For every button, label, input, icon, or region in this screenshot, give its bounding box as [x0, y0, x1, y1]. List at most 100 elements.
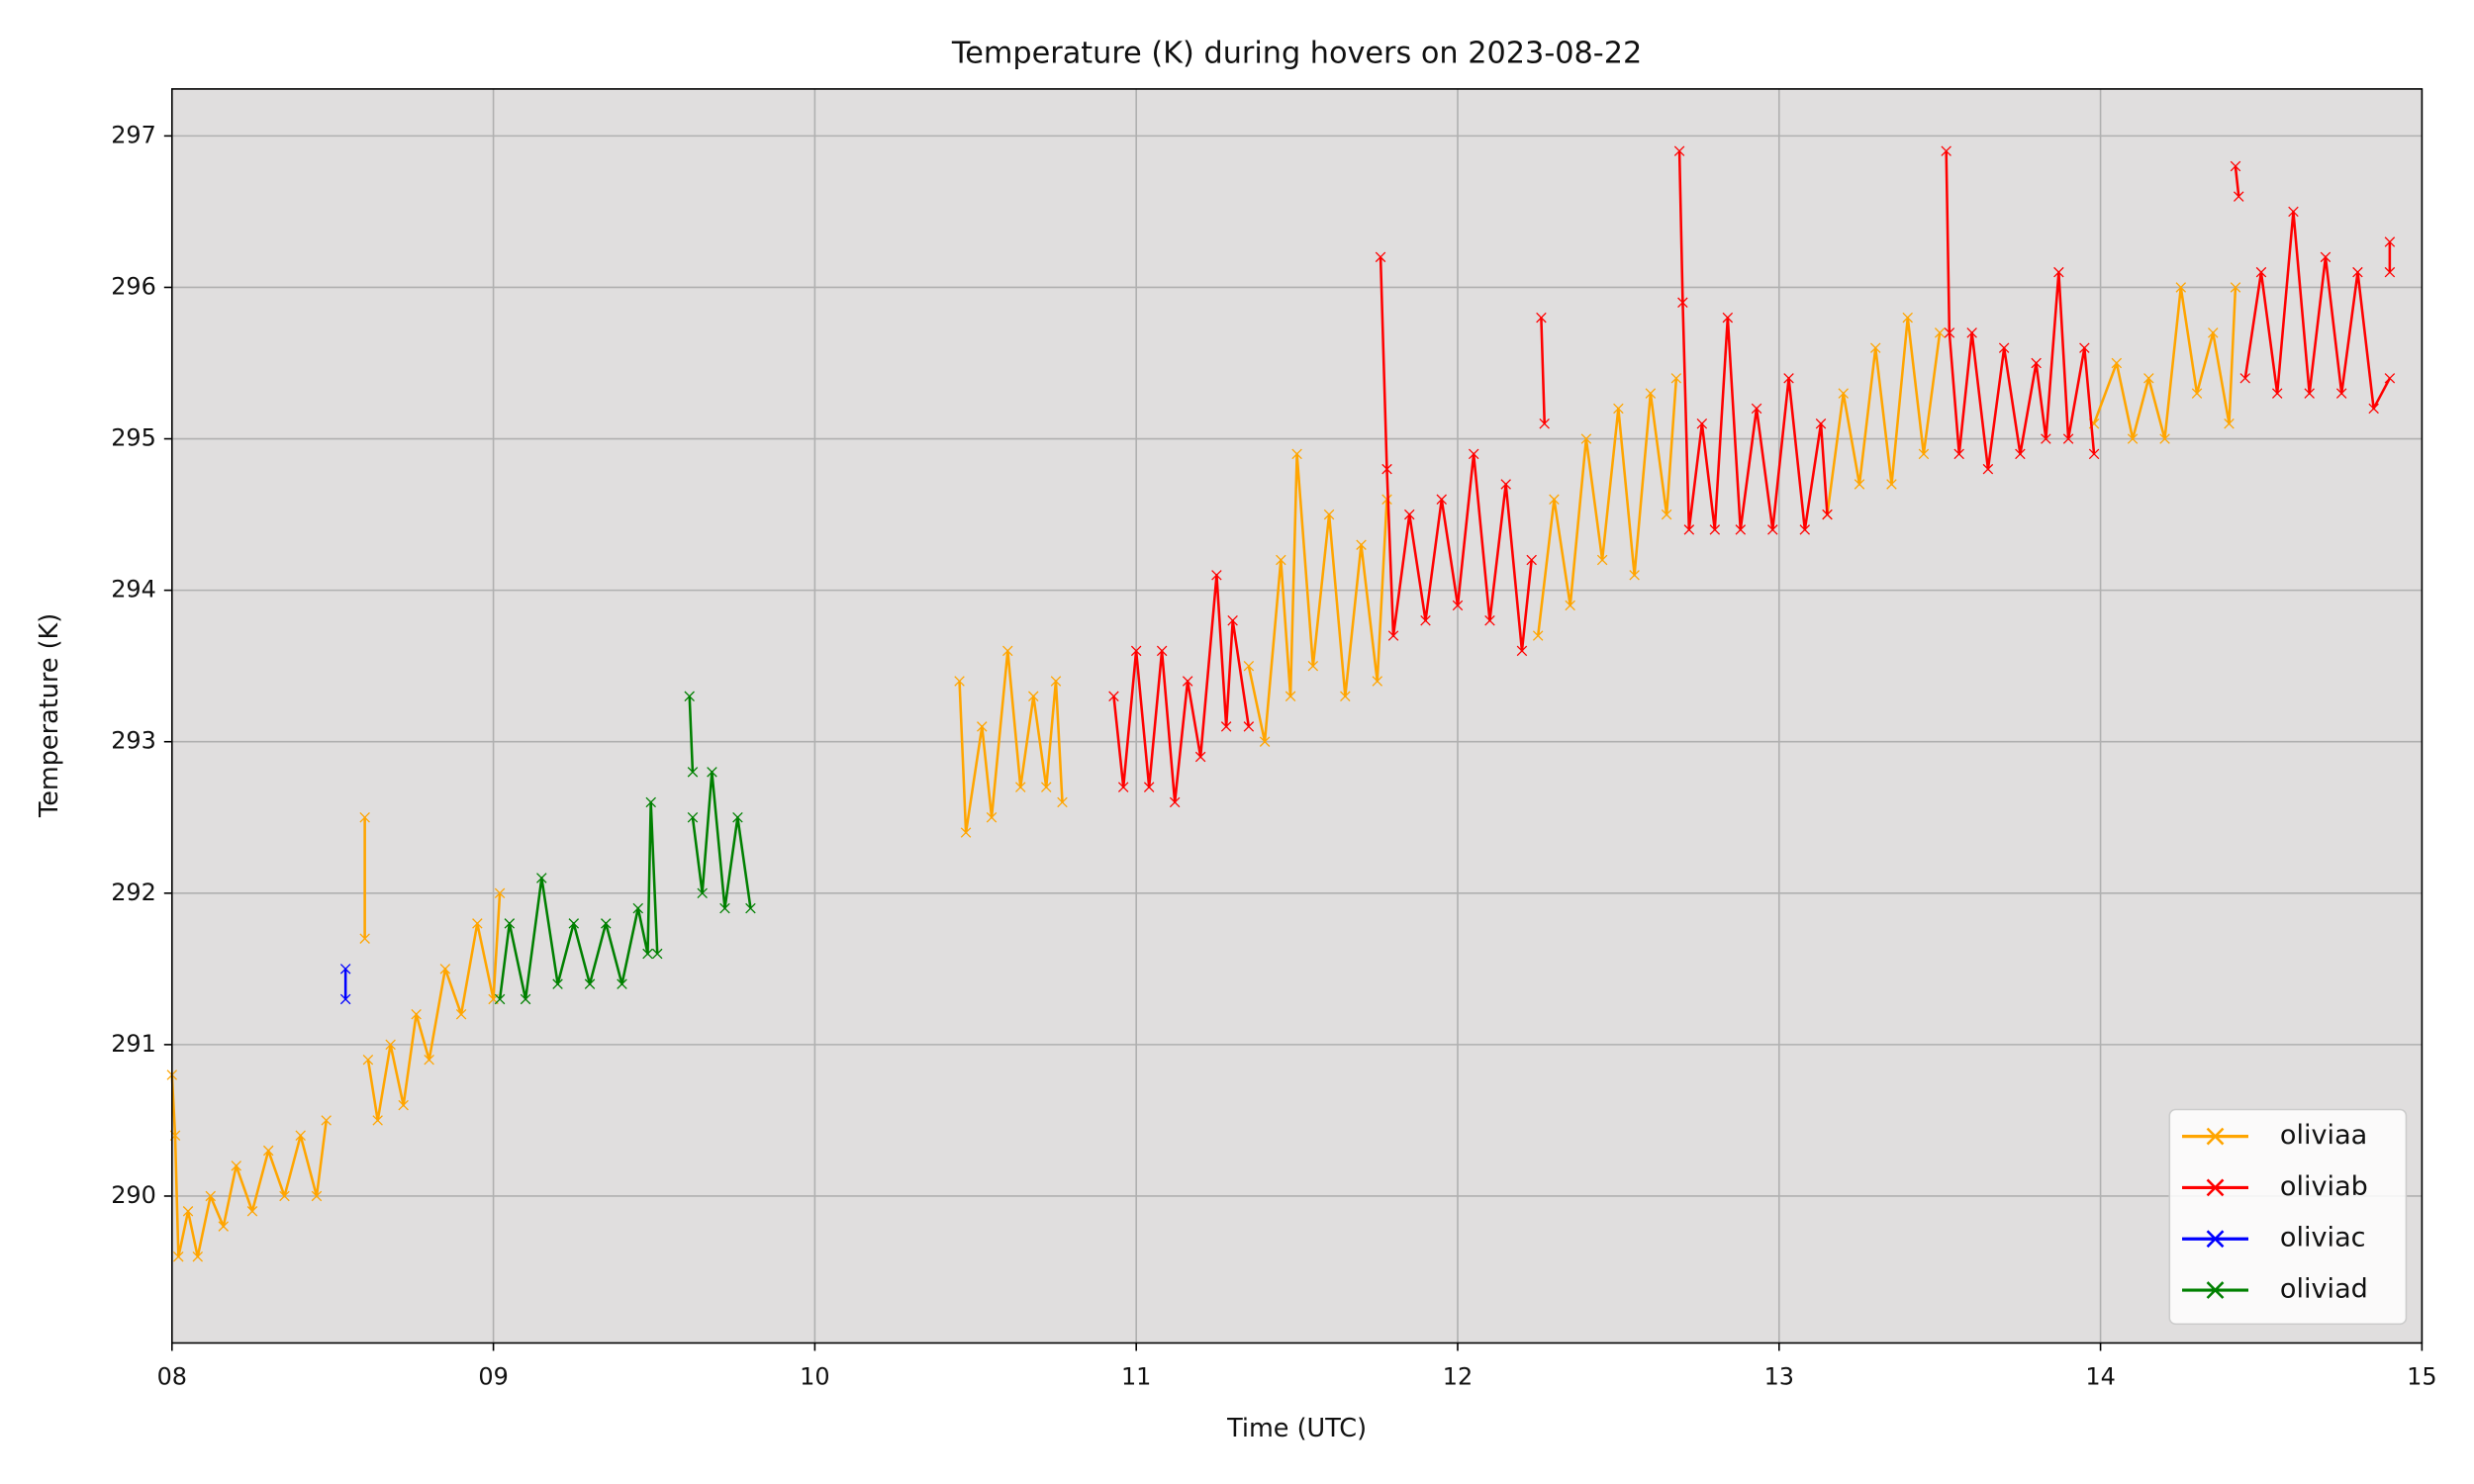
data-point [1735, 524, 1747, 535]
data-point [1670, 373, 1682, 384]
data-point [1381, 463, 1392, 475]
data-point [1661, 509, 1672, 520]
data-point [1220, 721, 1232, 732]
data-point [385, 1039, 396, 1051]
data-point [977, 721, 988, 732]
legend-label: oliviab [2280, 1171, 2368, 1202]
data-point [1565, 600, 1575, 611]
data-point [472, 918, 483, 929]
plot-background [171, 88, 2423, 1344]
data-point [1387, 630, 1399, 641]
data-point [372, 1115, 383, 1126]
data-point [1420, 615, 1431, 626]
data-point [2271, 388, 2283, 399]
data-point [311, 1190, 323, 1202]
data-point [1291, 448, 1302, 460]
data-point [601, 918, 612, 929]
data-point [1934, 327, 1946, 338]
data-point [295, 1130, 306, 1141]
data-point [1002, 645, 1013, 657]
data-point [173, 1251, 184, 1262]
y-axis-label: Temperature (K) [35, 613, 64, 818]
data-point [1516, 645, 1528, 657]
data-point [1982, 463, 1994, 475]
data-point [1484, 615, 1495, 626]
legend-label: oliviad [2280, 1274, 2368, 1305]
data-point [1259, 736, 1271, 747]
data-point [2159, 433, 2170, 444]
y-tick-label: 294 [111, 576, 156, 603]
data-point [1953, 448, 1964, 460]
data-point [1227, 615, 1238, 626]
data-point [2320, 251, 2331, 263]
data-point [1645, 388, 1657, 399]
data-point [1276, 554, 1286, 566]
data-point [1696, 418, 1708, 429]
data-point [954, 676, 965, 687]
data-point [182, 1206, 194, 1217]
data-point [1629, 570, 1640, 581]
data-point [1143, 782, 1155, 792]
data-point [1130, 645, 1142, 657]
y-tick-label: 291 [111, 1030, 156, 1058]
data-point [520, 993, 531, 1005]
data-point [1673, 145, 1685, 156]
data-point [584, 978, 596, 989]
data-point [1500, 479, 1511, 490]
legend-label: oliviaa [2280, 1120, 2367, 1151]
data-point [192, 1251, 204, 1262]
data-point [1340, 691, 1351, 702]
x-tick-label: 10 [800, 1363, 829, 1391]
data-point [1156, 645, 1168, 657]
data-point [2041, 433, 2051, 444]
data-point [1050, 676, 1062, 687]
data-point [1057, 796, 1068, 808]
data-point [707, 767, 717, 778]
data-point [697, 887, 708, 899]
data-point [321, 1115, 332, 1126]
x-tick-label: 15 [2407, 1363, 2436, 1391]
legend-marker [2206, 1127, 2225, 1146]
data-point [1998, 342, 2010, 353]
data-point [732, 812, 743, 823]
data-point [2234, 191, 2244, 202]
data-point [1549, 494, 1560, 506]
data-point [687, 767, 699, 778]
data-point [687, 812, 699, 823]
legend-marker [2206, 1281, 2225, 1299]
data-point [2143, 373, 2154, 384]
data-point [2208, 327, 2219, 338]
data-point [2230, 282, 2241, 293]
data-point [2288, 206, 2299, 218]
x-axis-label: Time (UTC) [1226, 1414, 1367, 1443]
data-point [2352, 266, 2363, 278]
data-point [1854, 479, 1865, 490]
y-tick-label: 292 [111, 879, 156, 906]
data-point [960, 827, 972, 838]
data-point [2127, 433, 2139, 444]
data-point [1966, 327, 1977, 338]
x-tick-label: 08 [157, 1363, 187, 1391]
data-point [1285, 691, 1296, 702]
series [1108, 145, 2396, 808]
data-point [2255, 266, 2267, 278]
data-point [1596, 554, 1608, 566]
data-point [632, 902, 643, 914]
data-point [2368, 403, 2379, 415]
data-point [2224, 418, 2235, 429]
data-point [1941, 145, 1951, 156]
data-point [439, 964, 451, 974]
data-point [504, 918, 516, 929]
data-point [986, 812, 998, 823]
data-point [2053, 266, 2064, 278]
data-point [1886, 479, 1897, 490]
data-point [1015, 782, 1026, 792]
series [166, 282, 2241, 1262]
data-point [1783, 373, 1794, 384]
plot-frame [170, 88, 2424, 1345]
data-point [1751, 403, 1762, 415]
x-tick-label: 14 [2085, 1363, 2115, 1391]
data-point [2304, 388, 2315, 399]
